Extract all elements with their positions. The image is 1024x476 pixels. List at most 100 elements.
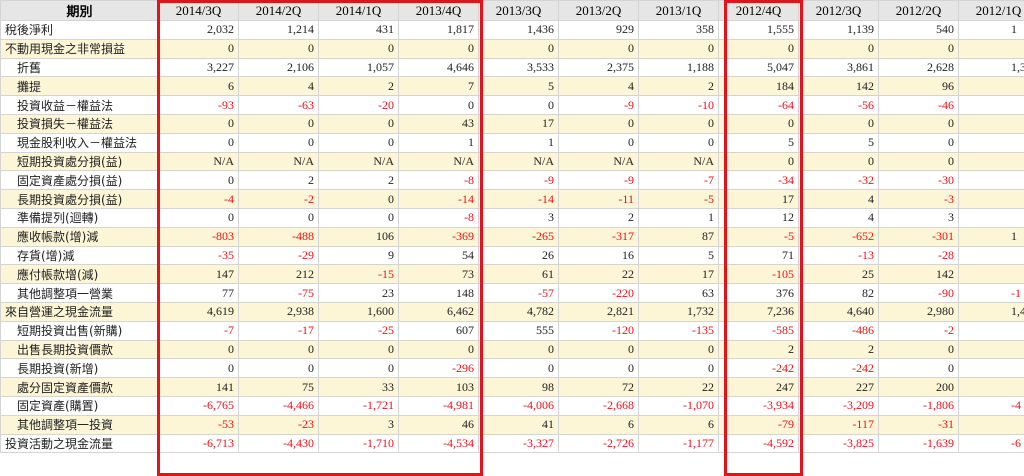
table-cell: 1 — [478, 132, 559, 153]
table-cell: 0 — [558, 113, 639, 134]
table-cell: 1,188 — [638, 57, 719, 78]
table-cell: 5 — [718, 132, 799, 153]
table-cell: 2,821 — [558, 301, 639, 322]
table-cell: 17 — [718, 189, 799, 209]
table-cell: 75 — [238, 377, 319, 397]
table-cell: -486 — [798, 320, 879, 341]
table-cell: -32 — [798, 170, 879, 191]
table-cell: -301 — [878, 226, 959, 247]
table-cell: 63 — [638, 283, 719, 303]
table-cell: N/A — [558, 151, 639, 172]
highlight-box — [157, 0, 483, 476]
table-cell: 227 — [798, 377, 879, 397]
table-cell: 0 — [318, 189, 399, 209]
table-cell: 0 — [718, 113, 799, 134]
table-cell: -135 — [638, 320, 719, 341]
table-row: 處分固定資產價款 141 75 33 103 98 72 22 247 227 200 — [0, 377, 1024, 397]
table-cell: -3,209 — [798, 395, 879, 416]
table-cell: 200 — [878, 377, 959, 397]
table-cell: 82 — [798, 283, 879, 303]
column-header: 2012/3Q — [798, 0, 879, 21]
row-label: 準備提列(迴轉) — [0, 207, 159, 228]
table-cell: -803 — [158, 226, 239, 247]
table-cell — [958, 320, 1024, 341]
table-row: 折舊 3,227 2,106 1,057 4,646 3,533 2,375 1,188 5,0… — [0, 57, 1024, 78]
table-cell — [958, 113, 1024, 134]
table-row: 現金股利收入－權益法 0 0 0 1 1 0 0 5 5 0 — [0, 132, 1024, 153]
column-header: 2012/4Q — [718, 0, 799, 21]
table-cell: 5 — [798, 132, 879, 153]
column-header: 2013/3Q — [478, 0, 559, 21]
table-cell: -90 — [878, 283, 959, 303]
row-label: 長期投資(新增) — [0, 358, 159, 379]
table-cell: 4,640 — [798, 301, 879, 322]
table-cell: 540 — [878, 20, 959, 40]
table-cell — [958, 414, 1024, 435]
table-cell: -56 — [798, 95, 879, 115]
table-cell: -1,070 — [638, 395, 719, 416]
column-header: 2013/1Q — [638, 0, 719, 21]
table-cell: -1,639 — [878, 433, 959, 454]
table-cell: 1,732 — [638, 301, 719, 322]
table-cell: 12 — [718, 207, 799, 228]
table-cell: 0 — [158, 38, 239, 59]
table-cell: -105 — [718, 264, 799, 285]
table-cell: 0 — [878, 38, 959, 59]
table-cell: 1,3 — [958, 57, 1024, 78]
row-label: 存貨(增)減 — [0, 245, 159, 266]
row-label: 短期投資處分損(益) — [0, 151, 159, 172]
table-cell: -10 — [638, 95, 719, 115]
table-cell: -242 — [798, 358, 879, 379]
table-cell: -2,726 — [558, 433, 639, 454]
table-cell: -265 — [478, 226, 559, 247]
table-cell: 2,628 — [878, 57, 959, 78]
row-label: 攤提 — [0, 76, 159, 97]
table-cell: 0 — [878, 113, 959, 134]
table-cell: 1,139 — [798, 20, 879, 40]
table-cell: -117 — [798, 414, 879, 435]
table-cell: 0 — [158, 113, 239, 134]
table-cell: -13 — [798, 245, 879, 266]
table-cell: 3 — [878, 207, 959, 228]
table-row: 投資活動之現金流量 -6,713 -4,430 -1,710 -4,534 -3,327-… — [0, 433, 1024, 454]
table-row: 投資損失－權益法 0 0 0 43 17 0 0 0 0 0 — [0, 113, 1024, 134]
table-cell: 1 — [958, 226, 1024, 247]
table-cell: 17 — [478, 113, 559, 134]
table-cell: 3,227 — [158, 57, 239, 78]
table-cell: 2 — [638, 76, 719, 97]
cash-flow-table: 期別 2014/3Q 2014/2Q 2014/1Q 2013/4Q 2013/3Q 201… — [0, 0, 1024, 454]
table-cell — [958, 170, 1024, 191]
table-cell: 26 — [478, 245, 559, 266]
table-cell: -120 — [558, 320, 639, 341]
table-cell: 6 — [558, 414, 639, 435]
header-row: 期別 2014/3Q 2014/2Q 2014/1Q 2013/4Q 2013/3Q 201… — [0, 0, 1024, 21]
table-cell: -30 — [878, 170, 959, 191]
table-row: 長期投資(新增) 0 0 0 -296 0 0 0 -242 -242 0 — [0, 358, 1024, 379]
table-row: 應收帳款(增)減 -803 -488 106 -369 -265 -317 87 -5 -652-… — [0, 226, 1024, 247]
column-header: 2012/1Q — [958, 0, 1024, 21]
table-row: 來自營運之現金流量 4,619 2,938 1,600 6,462 4,782 2,821 1… — [0, 301, 1024, 322]
table-cell: -25 — [318, 320, 399, 341]
row-label: 固定資產(購置) — [0, 395, 159, 416]
table-cell: N/A — [238, 151, 319, 172]
table-row: 攤提 6 4 2 7 5 4 2 184 142 96 — [0, 76, 1024, 97]
table-cell: 22 — [558, 264, 639, 285]
table-cell: 2,106 — [238, 57, 319, 78]
table-cell: 0 — [718, 38, 799, 59]
table-cell: -4,430 — [238, 433, 319, 454]
table-cell: -4,006 — [478, 395, 559, 416]
table-cell: 431 — [318, 20, 399, 40]
table-cell: 4 — [798, 189, 879, 209]
table-cell: N/A — [318, 151, 399, 172]
row-label: 出售長期投資價款 — [0, 339, 159, 360]
table-cell: 5,047 — [718, 57, 799, 78]
table-cell: -63 — [238, 95, 319, 115]
table-cell: -317 — [558, 226, 639, 247]
table-cell: 0 — [878, 151, 959, 172]
column-header: 2014/1Q — [318, 0, 399, 21]
table-cell: -2 — [238, 189, 319, 209]
table-row: 長期投資處分損(益) -4 -2 0 -14 -14 -11 -5 17 4 -3 — [0, 189, 1024, 209]
table-cell: 0 — [718, 151, 799, 172]
table-cell: 6 — [158, 76, 239, 97]
table-cell: 96 — [878, 76, 959, 97]
